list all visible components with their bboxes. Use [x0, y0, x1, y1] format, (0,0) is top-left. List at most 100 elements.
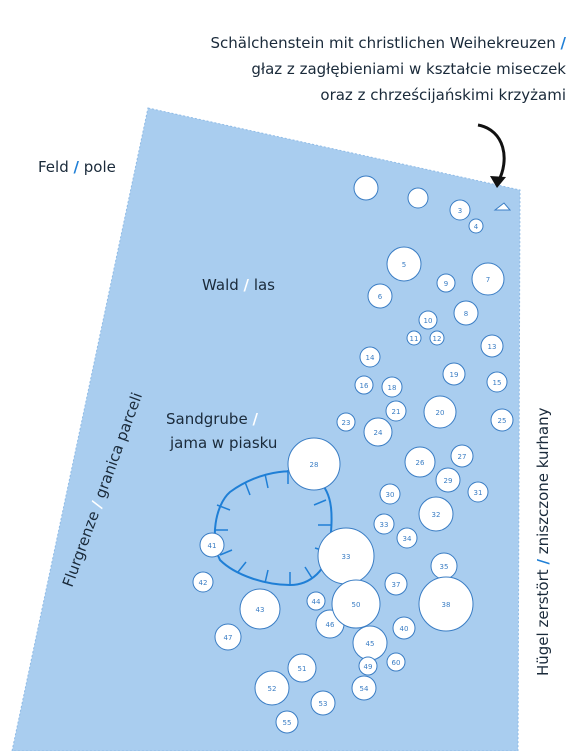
mound-number: 18 — [388, 384, 397, 392]
stone-label: oraz z chrześcijańskimi krzyżami — [320, 86, 566, 104]
mound-number: 19 — [450, 371, 459, 379]
mound-number: 60 — [392, 659, 401, 667]
mound-number: 55 — [283, 719, 292, 727]
stone-mark — [493, 202, 512, 211]
mound — [468, 218, 484, 234]
mound-number: 11 — [410, 335, 419, 343]
arrow — [477, 123, 506, 183]
mound-number: 4 — [474, 223, 479, 231]
mound — [254, 670, 290, 706]
field-label: Feld / pole — [38, 158, 116, 176]
mound-number: 42 — [199, 579, 208, 587]
mound-number: 24 — [374, 429, 383, 437]
mound — [467, 481, 489, 503]
mound-number: 43 — [256, 606, 265, 614]
mound — [287, 653, 317, 683]
mound-number: 9 — [444, 280, 448, 288]
arrow-head — [490, 176, 506, 188]
mound — [436, 273, 456, 293]
mound — [287, 437, 341, 491]
mound-number: 21 — [392, 408, 401, 416]
mound — [418, 496, 454, 532]
mound — [407, 187, 429, 209]
mound-number: 3 — [458, 207, 462, 215]
mound-number: 5 — [402, 261, 406, 269]
mound-number: 50 — [352, 601, 361, 609]
mound — [490, 408, 514, 432]
mound-number: 13 — [488, 343, 497, 351]
mound — [406, 330, 422, 346]
mound — [392, 616, 416, 640]
mound — [367, 283, 393, 309]
stone-label: głaz z zagłębieniami w kształcie misecze… — [251, 60, 566, 78]
mound-number: 37 — [392, 581, 401, 589]
mound — [471, 262, 505, 296]
mound-number: 41 — [208, 542, 217, 550]
mound-number: 52 — [268, 685, 277, 693]
mound-number: 29 — [444, 477, 453, 485]
sandpit-hatching — [215, 470, 331, 585]
mound-number: 31 — [474, 489, 483, 497]
mound-number: 49 — [364, 663, 373, 671]
mound-number: 20 — [436, 409, 445, 417]
mound — [192, 571, 214, 593]
mound — [442, 362, 466, 386]
mound — [363, 417, 393, 447]
mound — [239, 588, 281, 630]
mound-number: 35 — [440, 563, 449, 571]
mound — [418, 576, 474, 632]
mound — [396, 527, 418, 549]
mound — [331, 579, 381, 629]
mound-number: 51 — [298, 665, 307, 673]
mound-number: 33 — [342, 553, 351, 561]
mound — [384, 572, 408, 596]
mound-number: 46 — [326, 621, 335, 629]
mound-number: 40 — [400, 625, 409, 633]
mound — [336, 412, 356, 432]
sandpit-label: jama w piasku — [169, 434, 277, 452]
mound-number: 10 — [424, 317, 433, 325]
mound — [450, 444, 474, 468]
mound-number: 12 — [433, 335, 442, 343]
mound — [379, 483, 401, 505]
mound-number: 44 — [312, 598, 321, 606]
mound-number: 28 — [310, 461, 319, 469]
mound — [199, 532, 225, 558]
mound — [453, 300, 479, 326]
mound-number: 38 — [442, 601, 451, 609]
mound-number: 32 — [432, 511, 441, 519]
mound — [353, 175, 379, 201]
mound-number: 53 — [319, 700, 328, 708]
mound — [449, 199, 471, 221]
mound — [359, 346, 381, 368]
mound-number: 8 — [464, 310, 468, 318]
mound — [354, 375, 374, 395]
mound-number: 14 — [366, 354, 375, 362]
mound-number: 45 — [366, 640, 375, 648]
mound-number: 47 — [224, 634, 233, 642]
mound-number: 33 — [380, 521, 389, 529]
mound — [381, 376, 403, 398]
mound-number: 6 — [378, 293, 383, 301]
mound — [386, 246, 422, 282]
mound — [418, 310, 438, 330]
mound-number: 27 — [458, 453, 467, 461]
mound — [429, 330, 445, 346]
mound — [386, 652, 406, 672]
mound — [480, 334, 504, 358]
forest-area — [11, 107, 521, 751]
mound-number: 7 — [486, 276, 490, 284]
stone-label: Schälchenstein mit christlichen Weihekre… — [210, 34, 566, 52]
mound — [385, 400, 407, 422]
mound-number: 54 — [360, 685, 369, 693]
mound — [351, 675, 377, 701]
mound-number: 25 — [498, 417, 507, 425]
mound — [435, 467, 461, 493]
mound-number: 30 — [386, 491, 395, 499]
mound-number: 16 — [360, 382, 369, 390]
mound — [310, 690, 336, 716]
mound — [486, 371, 508, 393]
mound — [423, 395, 457, 429]
